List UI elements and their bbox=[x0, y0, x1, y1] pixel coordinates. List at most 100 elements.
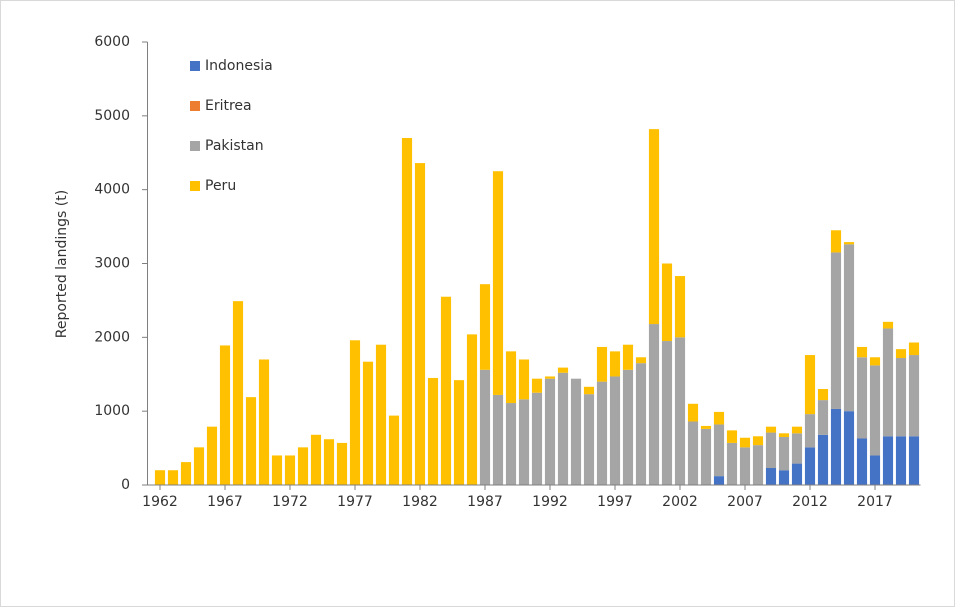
bar-segment bbox=[700, 425, 712, 429]
bar-segment bbox=[570, 378, 582, 485]
bar-segment bbox=[817, 389, 829, 401]
bar-segment bbox=[778, 433, 790, 438]
bar-segment bbox=[635, 357, 647, 364]
bar-segment bbox=[869, 365, 881, 456]
bar-segment bbox=[908, 436, 920, 485]
bar-segment bbox=[492, 394, 504, 485]
bar-segment bbox=[791, 433, 803, 464]
bar-segment bbox=[778, 437, 790, 471]
y-tick-label: 3000 bbox=[94, 256, 130, 272]
bar-segment bbox=[908, 355, 920, 437]
bar-segment bbox=[830, 252, 842, 409]
bar-segment bbox=[713, 476, 725, 485]
bar-segment bbox=[596, 381, 608, 485]
bar-segment bbox=[869, 455, 881, 485]
bar-segment bbox=[804, 355, 816, 415]
y-tick-label: 4000 bbox=[94, 182, 130, 198]
bar-segment bbox=[375, 344, 387, 485]
bar-segment bbox=[531, 378, 543, 393]
bar-segment bbox=[752, 445, 764, 485]
bar-segment bbox=[856, 438, 868, 485]
x-tick-label: 2007 bbox=[727, 494, 763, 510]
y-tick-label: 6000 bbox=[94, 34, 130, 50]
bar-segment bbox=[492, 171, 504, 395]
bar-segment bbox=[895, 436, 907, 485]
bar-segment bbox=[479, 369, 491, 485]
x-tick-label: 1962 bbox=[142, 494, 178, 510]
bar-segment bbox=[908, 342, 920, 356]
bar-segment bbox=[674, 337, 686, 485]
bar-segment bbox=[856, 346, 868, 358]
bar-segment bbox=[765, 468, 777, 485]
bar-segment bbox=[219, 345, 231, 485]
bar-segment bbox=[544, 376, 556, 379]
bar-segment bbox=[635, 363, 647, 485]
bar-segment bbox=[505, 403, 517, 485]
bar-segment bbox=[843, 244, 855, 412]
y-tick-label: 5000 bbox=[94, 108, 130, 124]
bar-segment bbox=[726, 430, 738, 443]
bar-segment bbox=[180, 462, 192, 485]
bar-segment bbox=[349, 340, 361, 485]
bar-segment bbox=[817, 400, 829, 435]
bar-segment bbox=[882, 328, 894, 437]
bar-segment bbox=[674, 276, 686, 338]
bar-segment bbox=[154, 470, 166, 485]
legend-swatch bbox=[190, 61, 200, 71]
bar-segment bbox=[310, 434, 322, 485]
bar-segment bbox=[596, 346, 608, 382]
bar-segment bbox=[245, 397, 257, 485]
bar-segment bbox=[791, 463, 803, 485]
bar-segment bbox=[557, 372, 569, 485]
bar-segment bbox=[856, 357, 868, 439]
x-tick-label: 1992 bbox=[532, 494, 568, 510]
bar-segment bbox=[206, 426, 218, 485]
bar-segment bbox=[895, 358, 907, 437]
legend-label: Pakistan bbox=[205, 138, 264, 154]
bar-segment bbox=[297, 447, 309, 485]
y-tick-label: 2000 bbox=[94, 329, 130, 345]
bar-segment bbox=[622, 369, 634, 485]
bar-segment bbox=[882, 436, 894, 485]
bar-segment bbox=[791, 426, 803, 434]
bar-segment bbox=[336, 442, 348, 485]
bar-segment bbox=[739, 447, 751, 485]
x-tick-label: 1967 bbox=[207, 494, 243, 510]
bar-segment bbox=[258, 359, 270, 485]
bar-segment bbox=[544, 378, 556, 485]
bar-segment bbox=[843, 411, 855, 485]
bar-segment bbox=[518, 359, 530, 400]
bar-segment bbox=[583, 386, 595, 395]
bar-segment bbox=[882, 321, 894, 329]
y-axis-label: Reported landings (t) bbox=[54, 190, 70, 338]
bar-segment bbox=[232, 301, 244, 485]
legend-label: Indonesia bbox=[205, 58, 273, 74]
x-tick-label: 1997 bbox=[597, 494, 633, 510]
bar-segment bbox=[830, 230, 842, 253]
legend-label: Eritrea bbox=[205, 98, 252, 114]
y-tick-label: 0 bbox=[121, 477, 130, 493]
bar-segment bbox=[765, 426, 777, 433]
bar-segment bbox=[713, 411, 725, 425]
x-tick-label: 1982 bbox=[402, 494, 438, 510]
bar-segment bbox=[700, 428, 712, 485]
legend-swatch bbox=[190, 141, 200, 151]
bar-segment bbox=[869, 357, 881, 366]
bar-segment bbox=[609, 376, 621, 485]
bar-segment bbox=[648, 324, 660, 485]
y-tick-label: 1000 bbox=[94, 403, 130, 419]
legend-swatch bbox=[190, 101, 200, 111]
bar-segment bbox=[193, 447, 205, 485]
bar-segment bbox=[583, 394, 595, 485]
x-tick-label: 1977 bbox=[337, 494, 373, 510]
bar-segment bbox=[388, 415, 400, 485]
x-tick-label: 2002 bbox=[662, 494, 698, 510]
bar-segment bbox=[778, 470, 790, 485]
bar-segment bbox=[362, 361, 374, 485]
bar-segment bbox=[479, 284, 491, 370]
bar-segment bbox=[752, 436, 764, 446]
x-tick-label: 2017 bbox=[857, 494, 893, 510]
bar-segment bbox=[687, 421, 699, 485]
bar-segment bbox=[401, 137, 413, 485]
